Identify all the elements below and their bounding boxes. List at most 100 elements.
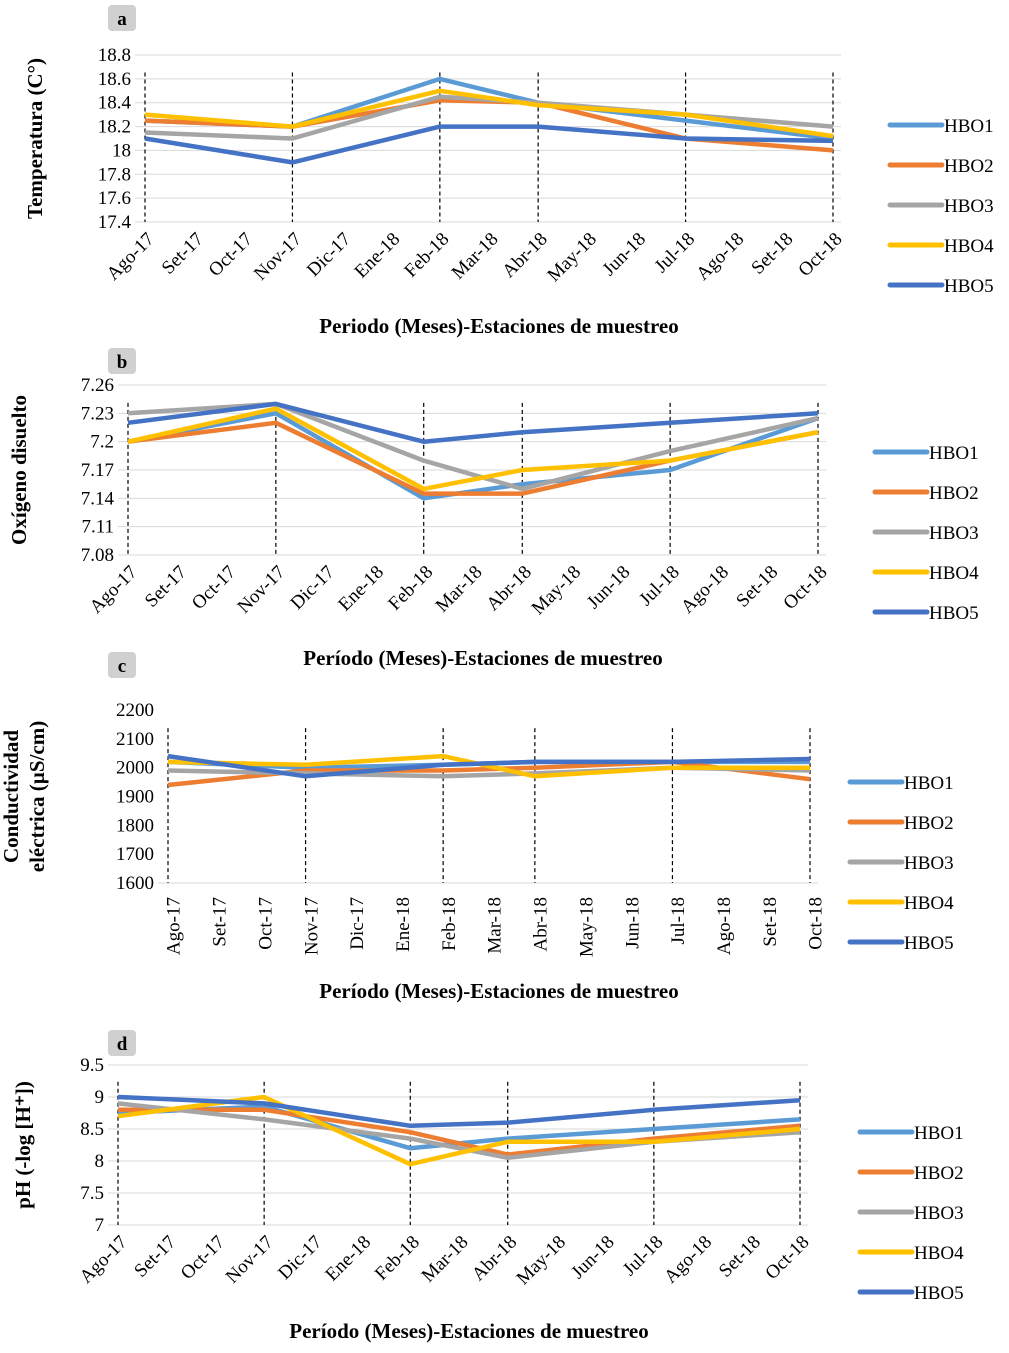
- y-tick-label: 17.6: [98, 188, 131, 209]
- x-tick-label: Oct-18: [806, 897, 827, 950]
- x-tick-label: Set-18: [747, 229, 797, 279]
- x-tick-label: Oct-17: [177, 1232, 229, 1284]
- y-tick-label: 7: [95, 1215, 105, 1236]
- y-tick-label: 18.4: [98, 93, 132, 114]
- y-tick-label: 8: [95, 1151, 105, 1172]
- x-tick-label: Nov-17: [234, 562, 290, 618]
- legend-label: HBO3: [944, 196, 994, 217]
- series-line: [127, 406, 819, 492]
- y-tick-label: 2200: [116, 700, 154, 721]
- x-tick-label: Abr-18: [482, 562, 535, 615]
- x-tick-label: Oct-18: [794, 229, 846, 281]
- y-tick-label: 2000: [116, 758, 154, 779]
- y-tick-label: 18.2: [98, 117, 131, 138]
- series-line: [117, 1094, 801, 1129]
- y-axis-title: eléctrica (µS/cm): [25, 721, 49, 872]
- legend-label: HBO4: [914, 1243, 964, 1264]
- y-tick-label: 1800: [116, 815, 154, 836]
- series-line: [127, 411, 819, 501]
- y-tick-label: 17.4: [98, 212, 132, 233]
- panel-label: b: [117, 352, 128, 373]
- legend-label: HBO3: [904, 853, 954, 874]
- panel-badge: [108, 348, 136, 374]
- legend-label: HBO5: [944, 276, 994, 297]
- y-axis-title: Oxígeno disuelto: [7, 395, 31, 545]
- x-tick-label: Ago-17: [164, 897, 185, 955]
- x-tick-label: May-18: [513, 1232, 570, 1289]
- x-tick-label: Set-17: [158, 229, 208, 279]
- x-tick-label: Feb-18: [439, 897, 460, 951]
- legend-label: HBO1: [929, 443, 979, 464]
- x-tick-label: Jul-18: [668, 897, 689, 945]
- x-tick-label: Oct-17: [255, 897, 276, 950]
- y-axis-title: Temperatura (C°): [23, 58, 47, 219]
- x-tick-label: Feb-18: [371, 1232, 424, 1285]
- x-tick-label: Ene-18: [334, 562, 388, 616]
- legend-label: HBO2: [904, 813, 954, 834]
- x-axis-title: Período (Meses)-Estaciones de muestreo: [289, 1319, 648, 1343]
- x-tick-label: May-18: [576, 897, 597, 957]
- x-tick-label: Jun-18: [567, 1232, 618, 1283]
- x-tick-label: Abr-18: [498, 229, 551, 282]
- panel-badge: [108, 652, 136, 678]
- x-tick-label: Mar-18: [485, 897, 506, 954]
- panel-badge: [108, 5, 136, 31]
- x-tick-label: Ago-18: [677, 562, 733, 618]
- y-axis-title: pH (-log [H⁺]): [11, 1081, 35, 1209]
- y-axis-title: Conductividad: [0, 730, 23, 863]
- y-tick-label: 9: [95, 1087, 105, 1108]
- x-tick-label: Dic-17: [274, 1232, 326, 1284]
- x-axis-title: Periodo (Meses)-Estaciones de muestreo: [319, 314, 678, 338]
- y-tick-label: 7.17: [81, 460, 114, 481]
- legend-label: HBO2: [914, 1163, 964, 1184]
- x-tick-label: Set-17: [210, 897, 231, 947]
- x-tick-label: Nov-17: [222, 1232, 278, 1288]
- x-tick-label: Abr-18: [531, 897, 552, 952]
- legend-label: HBO1: [904, 773, 954, 794]
- x-tick-label: Feb-18: [401, 229, 454, 282]
- x-tick-label: Jun-18: [622, 897, 643, 949]
- y-tick-label: 18.6: [98, 69, 131, 90]
- x-tick-label: Ago-17: [86, 562, 142, 618]
- series-line: [144, 124, 834, 165]
- y-tick-label: 7.11: [81, 517, 114, 538]
- x-tick-label: Dic-17: [303, 229, 355, 281]
- series-line: [127, 401, 819, 444]
- x-tick-label: Set-17: [141, 562, 191, 612]
- y-tick-label: 7.2: [90, 432, 114, 453]
- series-line: [127, 420, 819, 496]
- x-tick-label: May-18: [528, 562, 585, 619]
- x-tick-label: Nov-17: [250, 229, 306, 285]
- x-tick-label: Dic-17: [287, 562, 339, 614]
- y-tick-label: 18: [112, 140, 131, 161]
- series-line: [118, 1107, 801, 1157]
- x-tick-label: Ago-18: [714, 897, 735, 955]
- x-tick-label: Oct-18: [779, 562, 831, 614]
- panel-label: c: [118, 656, 126, 677]
- x-tick-label: Oct-17: [205, 229, 257, 281]
- x-tick-label: Feb-18: [384, 562, 437, 615]
- x-tick-label: Mar-18: [448, 229, 503, 284]
- y-tick-label: 7.08: [81, 545, 114, 566]
- legend-label: HBO4: [929, 563, 979, 584]
- y-tick-label: 17.8: [98, 164, 131, 185]
- x-tick-label: Ago-17: [103, 229, 159, 285]
- y-tick-label: 1700: [116, 844, 154, 865]
- x-tick-label: Ago-18: [692, 229, 748, 285]
- x-tick-label: Set-18: [732, 562, 782, 612]
- x-tick-label: Ene-18: [351, 229, 405, 283]
- y-tick-label: 7.26: [81, 375, 114, 396]
- x-tick-label: Dic-17: [347, 897, 368, 950]
- x-tick-label: Oct-18: [761, 1232, 813, 1284]
- legend-label: HBO1: [914, 1123, 964, 1144]
- legend-label: HBO5: [914, 1283, 964, 1304]
- y-tick-label: 1900: [116, 787, 154, 808]
- series-line: [167, 753, 811, 779]
- y-tick-label: 9.5: [80, 1055, 104, 1076]
- series-line: [144, 76, 834, 141]
- legend-label: HBO3: [914, 1203, 964, 1224]
- y-tick-label: 8.5: [80, 1119, 104, 1140]
- panel-label: a: [117, 9, 127, 30]
- y-tick-label: 2100: [116, 729, 154, 750]
- x-tick-label: Mar-18: [418, 1232, 473, 1287]
